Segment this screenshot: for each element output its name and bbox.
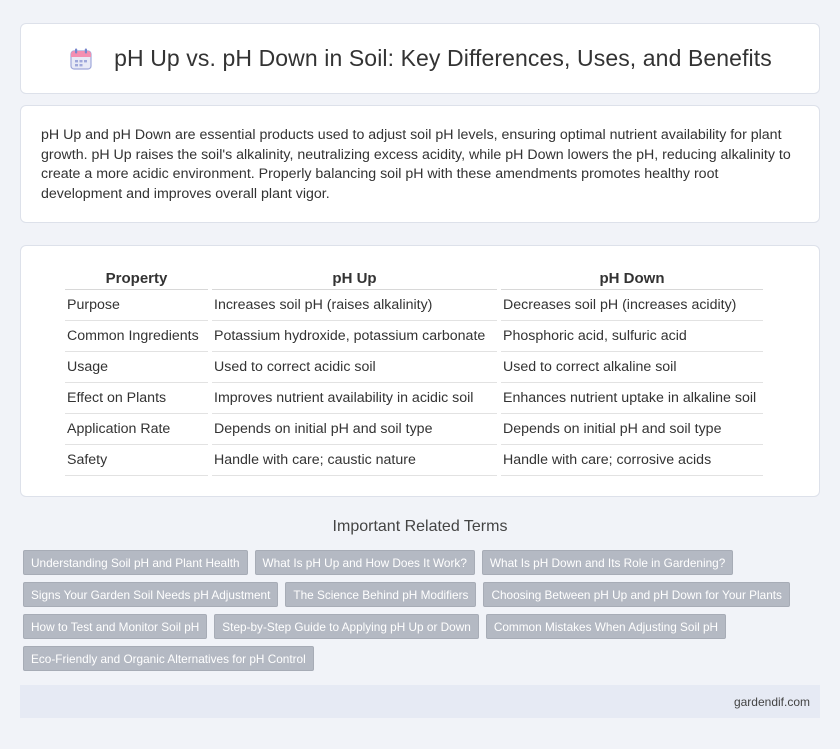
table-header-row: Property pH Up pH Down — [65, 268, 763, 290]
table-cell: Depends on initial pH and soil type — [501, 414, 763, 445]
related-terms-tags: Understanding Soil pH and Plant Health W… — [23, 550, 823, 678]
header-ph-down: pH Down — [501, 268, 763, 290]
table-cell: Enhances nutrient uptake in alkaline soi… — [501, 383, 763, 414]
related-tag[interactable]: Step-by-Step Guide to Applying pH Up or … — [214, 614, 479, 639]
table-cell: Increases soil pH (raises alkalinity) — [212, 290, 497, 321]
table-cell: Decreases soil pH (increases acidity) — [501, 290, 763, 321]
related-tag[interactable]: Choosing Between pH Up and pH Down for Y… — [483, 582, 790, 607]
footer-site-name[interactable]: gardendif.com — [733, 694, 810, 709]
table-cell: Potassium hydroxide, potassium carbonate — [212, 321, 497, 352]
table-cell: Safety — [65, 445, 208, 476]
table-cell: Depends on initial pH and soil type — [212, 414, 497, 445]
table-cell: Effect on Plants — [65, 383, 208, 414]
table-cell: Used to correct alkaline soil — [501, 352, 763, 383]
related-tag[interactable]: The Science Behind pH Modifiers — [285, 582, 477, 607]
table-cell: Used to correct acidic soil — [212, 352, 497, 383]
table-cell: Usage — [65, 352, 208, 383]
related-tag[interactable]: What Is pH Up and How Does It Work? — [254, 550, 475, 575]
table-cell: Phosphoric acid, sulfuric acid — [501, 321, 763, 352]
table-row: Purpose Increases soil pH (raises alkali… — [65, 290, 763, 321]
table-cell: Handle with care; caustic nature — [212, 445, 497, 476]
table-cell: Application Rate — [65, 414, 208, 445]
page-title: pH Up vs. pH Down in Soil: Key Differenc… — [114, 45, 772, 71]
tag-row: Eco-Friendly and Organic Alternatives fo… — [23, 646, 823, 671]
header-card: pH Up vs. pH Down in Soil: Key Differenc… — [20, 23, 820, 94]
footer: gardendif.com — [20, 685, 820, 718]
tag-row: Understanding Soil pH and Plant Health W… — [23, 550, 823, 575]
table-row: Effect on Plants Improves nutrient avail… — [65, 383, 763, 414]
table-row: Common Ingredients Potassium hydroxide, … — [65, 321, 763, 352]
related-tag[interactable]: Understanding Soil pH and Plant Health — [23, 550, 248, 575]
table-cell: Purpose — [65, 290, 208, 321]
header-ph-up: pH Up — [212, 268, 497, 290]
intro-paragraph: pH Up and pH Down are essential products… — [41, 127, 791, 202]
table-cell: Improves nutrient availability in acidic… — [212, 383, 497, 414]
related-tag[interactable]: What Is pH Down and Its Role in Gardenin… — [481, 550, 734, 575]
table-row: Usage Used to correct acidic soil Used t… — [65, 352, 763, 383]
table-row: Application Rate Depends on initial pH a… — [65, 414, 763, 445]
related-tag[interactable]: How to Test and Monitor Soil pH — [23, 614, 208, 639]
related-tag[interactable]: Signs Your Garden Soil Needs pH Adjustme… — [23, 582, 279, 607]
table-cell: Common Ingredients — [65, 321, 208, 352]
title-wrap: pH Up vs. pH Down in Soil: Key Differenc… — [68, 45, 772, 72]
tag-row: Signs Your Garden Soil Needs pH Adjustme… — [23, 582, 823, 607]
tag-row: How to Test and Monitor Soil pH Step-by-… — [23, 614, 823, 639]
intro-card: pH Up and pH Down are essential products… — [20, 105, 820, 223]
comparison-table: Property pH Up pH Down Purpose Increases… — [61, 268, 767, 476]
table-row: Safety Handle with care; caustic nature … — [65, 445, 763, 476]
table-cell: Handle with care; corrosive acids — [501, 445, 763, 476]
header-property: Property — [65, 268, 208, 290]
comparison-table-card: Property pH Up pH Down Purpose Increases… — [20, 245, 820, 497]
related-tag[interactable]: Common Mistakes When Adjusting Soil pH — [485, 614, 727, 639]
related-tag[interactable]: Eco-Friendly and Organic Alternatives fo… — [23, 646, 314, 671]
calendar-icon — [70, 48, 92, 70]
related-terms-title: Important Related Terms — [332, 518, 508, 535]
